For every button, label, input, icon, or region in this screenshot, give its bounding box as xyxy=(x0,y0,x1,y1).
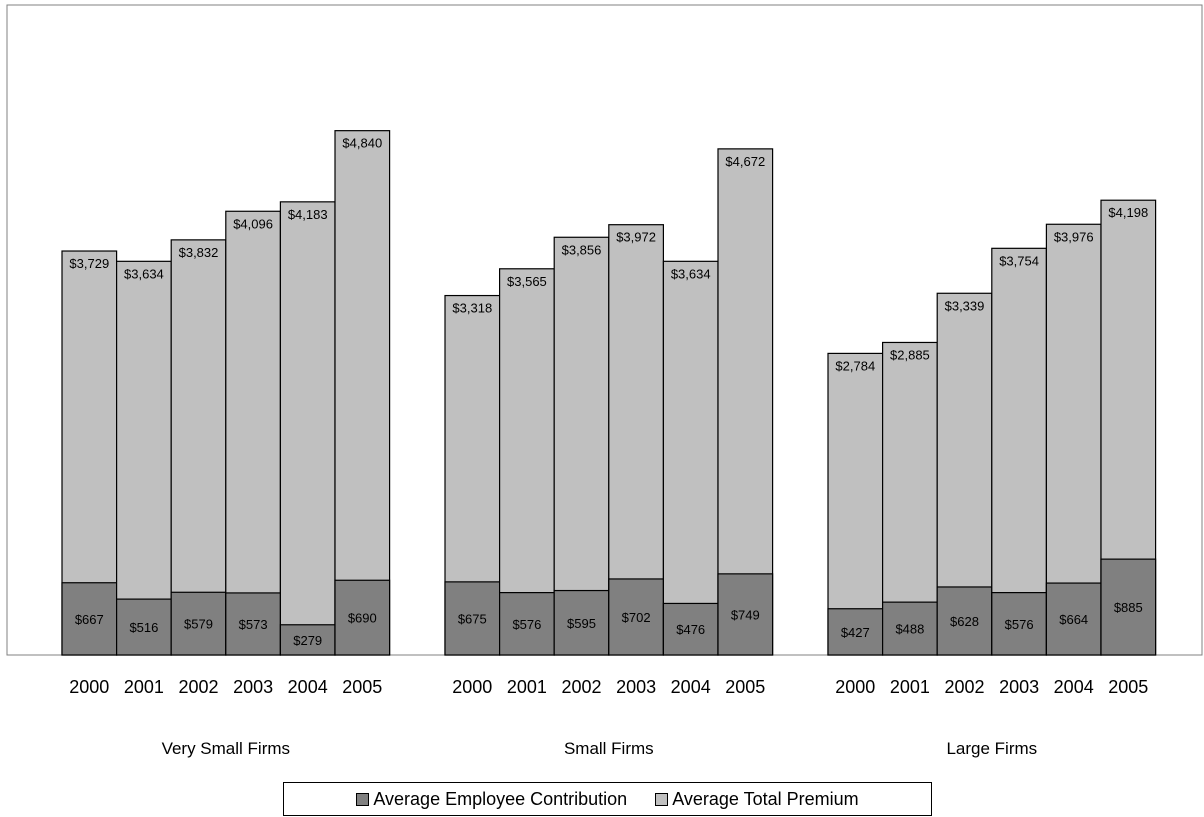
data-label-total-small-firms-2002: $3,856 xyxy=(562,242,602,257)
x-tick-label-small-firms-2000: 2000 xyxy=(452,677,492,697)
bar-employee-large-firms-2000 xyxy=(827,608,884,656)
data-label-total-very-small-firms-2005: $4,840 xyxy=(342,136,382,151)
labels-layer: $3,729 $667 $3,634 $516 $3,832 $579 $4,096 $573… xyxy=(69,136,1148,648)
x-tick-label-very-small-firms-2003: 2003 xyxy=(233,677,273,697)
x-tick-label-very-small-firms-2000: 2000 xyxy=(69,677,109,697)
bar-total-small-firms-2005 xyxy=(717,148,774,656)
bars-layer xyxy=(61,130,1157,656)
bar-employee-large-firms-2004 xyxy=(1045,582,1102,656)
bar-employee-very-small-firms-2003 xyxy=(225,592,282,656)
x-tick-label-small-firms-2003: 2003 xyxy=(616,677,656,697)
x-tick-label-large-firms-2000: 2000 xyxy=(835,677,875,697)
data-label-employee-small-firms-2004: $476 xyxy=(676,622,705,637)
legend-swatch-employee-contribution xyxy=(356,792,370,806)
data-label-employee-large-firms-2000: $427 xyxy=(841,625,870,640)
data-label-total-very-small-firms-2001: $3,634 xyxy=(124,266,164,281)
data-label-total-small-firms-2004: $3,634 xyxy=(671,266,711,281)
bar-employee-very-small-firms-2002 xyxy=(170,591,227,656)
bar-employee-small-firms-2000 xyxy=(444,581,501,656)
bar-total-very-small-firms-2001 xyxy=(115,260,172,656)
legend-label-total-premium: Average Total Premium xyxy=(672,788,859,809)
bar-employee-large-firms-2005 xyxy=(1100,558,1157,656)
bar-employee-large-firms-2001 xyxy=(881,601,938,656)
data-label-employee-very-small-firms-2004: $279 xyxy=(293,633,322,648)
x-tick-label-large-firms-2005: 2005 xyxy=(1108,677,1148,697)
group-label-large-firms: Large Firms xyxy=(946,739,1037,758)
legend: Average Employee Contribution Average To… xyxy=(283,782,932,816)
data-label-employee-small-firms-2005: $749 xyxy=(731,607,760,622)
data-label-employee-very-small-firms-2002: $579 xyxy=(184,617,213,632)
bar-total-very-small-firms-2003 xyxy=(225,210,282,656)
data-label-employee-small-firms-2000: $675 xyxy=(458,611,487,626)
x-tick-label-large-firms-2004: 2004 xyxy=(1054,677,1094,697)
data-label-total-very-small-firms-2004: $4,183 xyxy=(288,207,328,222)
data-label-employee-small-firms-2002: $595 xyxy=(567,616,596,631)
x-tick-label-large-firms-2001: 2001 xyxy=(890,677,930,697)
bar-total-large-firms-2000 xyxy=(827,352,884,656)
bar-employee-small-firms-2002 xyxy=(553,589,610,656)
data-label-total-large-firms-2002: $3,339 xyxy=(945,298,985,313)
x-tick-label-small-firms-2004: 2004 xyxy=(671,677,711,697)
bar-total-very-small-firms-2005 xyxy=(334,130,391,656)
bar-total-large-firms-2003 xyxy=(991,247,1047,656)
data-label-total-very-small-firms-2000: $3,729 xyxy=(69,256,109,271)
x-tick-label-large-firms-2003: 2003 xyxy=(999,677,1039,697)
data-label-total-large-firms-2003: $3,754 xyxy=(999,253,1039,268)
bar-employee-very-small-firms-2000 xyxy=(61,582,118,656)
legend-item-total-premium: Average Total Premium xyxy=(655,788,859,810)
legend-swatch-total-premium xyxy=(655,792,669,806)
bar-total-small-firms-2002 xyxy=(553,236,610,656)
x-tick-label-small-firms-2002: 2002 xyxy=(561,677,601,697)
bar-employee-small-firms-2005 xyxy=(717,573,774,656)
data-label-total-very-small-firms-2002: $3,832 xyxy=(179,245,219,260)
data-label-total-very-small-firms-2003: $4,096 xyxy=(233,216,273,231)
x-tick-label-very-small-firms-2002: 2002 xyxy=(178,677,218,697)
x-tick-label-small-firms-2005: 2005 xyxy=(725,677,765,697)
data-label-employee-very-small-firms-2001: $516 xyxy=(129,620,158,635)
data-label-total-large-firms-2005: $4,198 xyxy=(1108,205,1148,220)
data-label-employee-small-firms-2001: $576 xyxy=(512,617,541,632)
data-label-employee-very-small-firms-2003: $573 xyxy=(239,617,268,632)
x-tick-label-very-small-firms-2005: 2005 xyxy=(342,677,382,697)
data-label-employee-very-small-firms-2005: $690 xyxy=(348,611,377,626)
x-tick-label-very-small-firms-2004: 2004 xyxy=(288,677,328,697)
x-axis: 2000 2001 2002 2003 2004 2005 Very Small Firms… xyxy=(69,677,1148,758)
x-tick-label-large-firms-2002: 2002 xyxy=(944,677,984,697)
data-label-employee-large-firms-2001: $488 xyxy=(895,622,924,637)
group-label-small-firms: Small Firms xyxy=(564,739,654,758)
data-label-employee-large-firms-2002: $628 xyxy=(950,614,979,629)
x-tick-label-small-firms-2001: 2001 xyxy=(507,677,547,697)
data-label-employee-large-firms-2004: $664 xyxy=(1059,612,1088,627)
x-tick-label-very-small-firms-2001: 2001 xyxy=(124,677,164,697)
data-label-employee-very-small-firms-2000: $667 xyxy=(75,612,104,627)
data-label-total-small-firms-2005: $4,672 xyxy=(725,154,765,169)
data-label-total-large-firms-2000: $2,784 xyxy=(835,358,875,373)
bar-employee-small-firms-2004 xyxy=(662,602,719,656)
bar-total-small-firms-2001 xyxy=(499,268,555,656)
bar-employee-large-firms-2003 xyxy=(991,591,1047,656)
bar-employee-very-small-firms-2004 xyxy=(279,624,336,656)
group-label-very-small-firms: Very Small Firms xyxy=(162,739,290,758)
bar-employee-small-firms-2003 xyxy=(608,578,664,656)
data-label-total-small-firms-2003: $3,972 xyxy=(616,230,656,245)
bar-total-very-small-firms-2004 xyxy=(279,201,336,656)
legend-item-employee-contribution: Average Employee Contribution xyxy=(356,789,627,810)
data-label-employee-large-firms-2005: $885 xyxy=(1114,600,1143,615)
data-label-total-large-firms-2004: $3,976 xyxy=(1054,229,1094,244)
bar-total-very-small-firms-2002 xyxy=(170,239,227,656)
data-label-total-small-firms-2000: $3,318 xyxy=(452,301,492,316)
data-label-total-small-firms-2001: $3,565 xyxy=(507,274,547,289)
data-label-employee-small-firms-2003: $702 xyxy=(622,610,651,625)
legend-label-employee-contribution: Average Employee Contribution xyxy=(373,788,628,809)
bar-employee-small-firms-2001 xyxy=(499,591,555,656)
data-label-employee-large-firms-2003: $576 xyxy=(1005,617,1034,632)
bar-employee-very-small-firms-2005 xyxy=(334,579,391,656)
data-label-total-large-firms-2001: $2,885 xyxy=(890,347,930,362)
bar-total-small-firms-2004 xyxy=(662,260,719,656)
